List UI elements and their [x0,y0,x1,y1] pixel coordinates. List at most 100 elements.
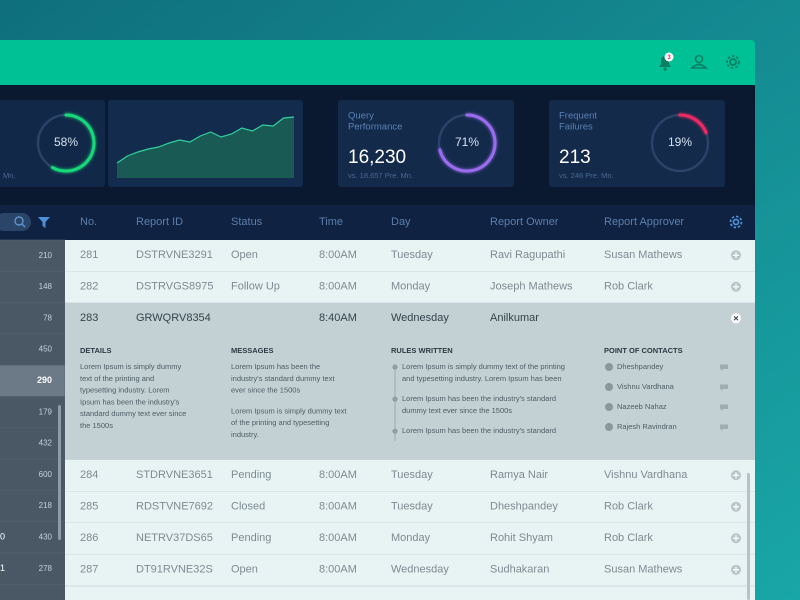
sidebar-count: 432 [39,439,53,448]
settings-icon[interactable] [726,55,740,69]
chat-icon[interactable] [720,404,728,412]
table-row[interactable] [65,460,755,492]
details-text: the 1500s [80,421,113,430]
table-cell: Susan Mathews [604,564,683,576]
sidebar-row[interactable] [0,427,66,460]
top-bar-edge [0,75,755,85]
sidebar-label: 1 [0,563,5,573]
stat-footer: vs. 246 Pre. Mn. [559,171,614,180]
details-text: typesetting industry. Lorem [80,386,170,395]
stat-card [549,100,725,187]
table-cell: Wednesday [391,312,449,324]
contact-avatar [605,423,613,431]
details-text: text of the printing and [80,374,154,383]
section-title: POINT OF CONTACTS [604,346,683,355]
top-bar [0,40,755,85]
table-cell: Tuesday [391,249,433,261]
column-header: Report ID [136,216,183,228]
section-title: MESSAGES [231,346,274,355]
sidebar-count: 210 [39,251,53,260]
table-row[interactable] [65,554,755,587]
sidebar-row[interactable] [0,302,66,335]
chat-icon[interactable] [720,384,728,392]
table-cell: Rob Clark [604,281,653,293]
sidebar-count: 218 [39,501,53,510]
sidebar-count: 290 [37,375,52,385]
expand-icon [733,283,739,290]
table-cell: 286 [80,532,98,544]
table-cell: Closed [231,501,265,513]
contact-name: Nazeeb Nahaz [617,402,667,411]
stat-value: 16,230 [348,147,406,168]
table-row[interactable] [65,523,755,555]
message-text: of the printing and typesetting [231,418,329,427]
table-cell: NETRV37DS65 [136,532,213,544]
sidebar-count: 430 [39,532,53,541]
sidebar-count: 278 [39,564,53,573]
rule-bullet [392,428,398,434]
contact-name: Rajesh Ravindran [617,422,677,431]
stat-title: Query [348,111,374,122]
table-cell: 8:00AM [319,564,357,576]
rule-text: Lorem Ipsum has been the industry's stan… [402,394,556,403]
table-cell: Monday [391,281,431,293]
stat-title: Frequent [559,111,597,122]
gauge-arc [51,113,96,173]
sidebar-count: 600 [39,470,53,479]
chat-icon[interactable] [720,424,728,432]
table-cell: Tuesday [391,501,433,513]
user-icon[interactable] [690,54,708,69]
table-cell: Rohit Shyam [490,532,553,544]
sidebar-row[interactable] [0,396,66,429]
stat-card [0,100,105,187]
filter-icon[interactable] [38,217,50,228]
stat-card [338,100,514,187]
table-cell: 8:40AM [319,312,357,324]
table-cell: Pending [231,532,271,544]
sidebar-row[interactable] [0,270,66,303]
table-cell: Open [231,564,258,576]
table-cell: Monday [391,532,431,544]
sidebar-scrollbar [58,405,61,540]
table-cell: 285 [80,501,98,513]
chat-icon[interactable] [720,364,728,372]
stat-value: 213 [559,147,591,168]
table-cell: DSTRVNE3291 [136,249,213,261]
rule-text: and typesetting industry. Lorem Ipsum ha… [402,374,562,383]
rule-bullet [392,364,398,370]
sidebar-row[interactable] [0,239,66,272]
message-text: ever since the 1500s [231,386,300,395]
table-cell: Rob Clark [604,501,653,513]
contact-name: Dheshpandey [617,362,664,371]
table-cell: RDSTVNE7692 [136,501,213,513]
table-cell: Ramya Nair [490,469,548,481]
expanded-row[interactable] [65,303,755,460]
table-settings-icon[interactable] [729,215,743,229]
table-cell: Susan Mathews [604,249,683,261]
sidebar-row-selected[interactable] [0,364,66,397]
details-text: standard dummy text ever since [80,409,186,418]
table-cell: Sudhakaran [490,564,549,576]
sidebar-row[interactable] [0,521,66,554]
gauge-arc [438,113,497,173]
notification-badge [664,52,674,62]
table-row[interactable] [65,240,755,272]
table-row[interactable] [65,491,755,524]
table-cell: Ravi Ragupathi [490,249,565,261]
sidebar-row[interactable] [0,458,66,491]
column-header: Day [391,216,411,228]
rule-text: dummy text ever since the 1500s [402,406,512,415]
gauge-label: 71% [455,135,479,149]
sidebar-row[interactable] [0,490,66,522]
sidebar-row[interactable] [0,552,66,585]
stat-title: Performance [348,122,402,133]
sidebar-row[interactable] [0,333,66,366]
message-text: industry's standard dummy text [231,374,335,383]
rule-text: Lorem Ipsum is simply dummy text of the … [402,362,565,371]
table-cell: 282 [80,281,98,293]
table-row[interactable] [65,271,755,304]
table-cell: STDRVNE3651 [136,469,213,481]
column-header: No. [80,216,97,228]
table-cell: 281 [80,249,98,261]
table-cell: Open [231,249,258,261]
